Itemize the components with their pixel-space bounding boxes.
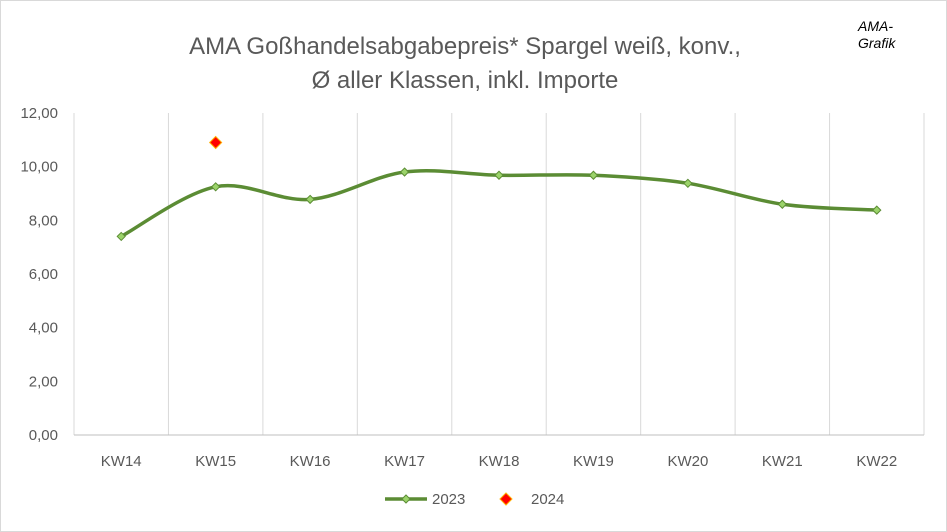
y-tick-label: 8,00 bbox=[29, 212, 58, 229]
data-point-2023 bbox=[777, 199, 788, 209]
ama-grafik-badge: AMA- Grafik bbox=[858, 18, 896, 51]
x-tick-label: KW15 bbox=[195, 453, 236, 470]
chart-title-line-1: AMA Goßhandelsabgabepreis* Spargel weiß,… bbox=[189, 33, 741, 60]
x-tick-label: KW14 bbox=[101, 453, 142, 470]
chart-title: AMA Goßhandelsabgabepreis* Spargel weiß,… bbox=[60, 30, 870, 98]
chart-title-line-2: Ø aller Klassen, inkl. Importe bbox=[311, 67, 619, 94]
x-tick-label: KW19 bbox=[573, 453, 614, 470]
legend-label-2024: 2024 bbox=[531, 491, 564, 508]
data-point-2023 bbox=[399, 167, 410, 177]
legend-label-2023: 2023 bbox=[432, 491, 465, 508]
data-point-2023 bbox=[305, 194, 315, 205]
y-tick-label: 2,00 bbox=[29, 373, 58, 390]
x-tick-label: KW17 bbox=[384, 453, 425, 470]
data-point-2023 bbox=[494, 170, 504, 180]
legend-marker-2023 bbox=[401, 494, 411, 504]
y-tick-label: 10,00 bbox=[20, 159, 58, 176]
series-line-2023 bbox=[120, 169, 877, 238]
data-point-2024 bbox=[208, 135, 223, 150]
legend-marker-2024 bbox=[499, 492, 513, 506]
data-point-2023 bbox=[116, 231, 126, 242]
y-tick-label: 6,00 bbox=[29, 266, 58, 283]
x-tick-label: KW20 bbox=[667, 453, 708, 470]
data-point-2023 bbox=[872, 205, 882, 215]
data-point-2023 bbox=[588, 170, 599, 180]
y-tick-label: 4,00 bbox=[29, 320, 58, 337]
x-tick-label: KW16 bbox=[290, 453, 331, 470]
x-tick-label: KW21 bbox=[762, 453, 803, 470]
x-tick-label: KW18 bbox=[479, 453, 520, 470]
x-tick-label: KW22 bbox=[856, 453, 897, 470]
y-tick-label: 0,00 bbox=[29, 427, 58, 444]
data-point-2023 bbox=[683, 178, 693, 189]
data-point-2023 bbox=[210, 182, 221, 192]
y-tick-label: 12,00 bbox=[20, 105, 58, 122]
